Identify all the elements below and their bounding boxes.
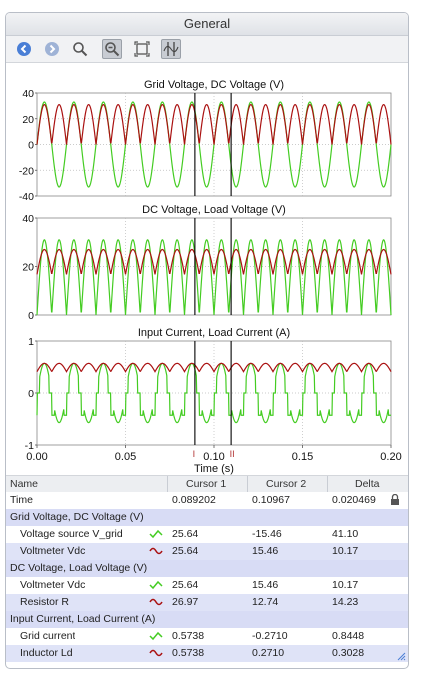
signal-delta: 10.17 <box>332 545 359 557</box>
signal-delta: 10.17 <box>332 579 359 591</box>
time-cursor1: 0.089202 <box>172 494 216 506</box>
back-button[interactable] <box>14 39 34 59</box>
back-icon <box>17 42 31 56</box>
cursor-1-marker: I <box>193 449 196 459</box>
x-axis-label: Time (s) <box>194 463 234 475</box>
col-cursor1: Cursor 1 <box>186 478 227 490</box>
x-tick-label: 0.05 <box>115 451 136 463</box>
forward-button[interactable] <box>42 39 62 59</box>
series-line <box>36 239 392 316</box>
signal-cursor1: 25.64 <box>172 579 199 591</box>
toolbar <box>6 36 408 63</box>
signal-name: Voltmeter Vdc <box>20 579 86 591</box>
signal-cursor2: 15.46 <box>252 545 279 557</box>
signal-green-icon <box>149 580 163 590</box>
col-cursor2: Cursor 2 <box>266 478 307 490</box>
x-tick-label: 0.10 <box>203 451 224 463</box>
lock-icon[interactable] <box>390 494 400 506</box>
y-tick-label: 40 <box>22 213 34 225</box>
signal-delta: 0.3028 <box>332 647 365 659</box>
y-tick-label: 1 <box>28 336 34 348</box>
y-tick-label: 0 <box>28 388 34 400</box>
time-cursor2: 0.10967 <box>252 494 290 506</box>
series-line <box>36 362 392 373</box>
forward-icon <box>45 42 59 56</box>
y-tick-label: 0 <box>28 140 34 152</box>
signal-red-icon <box>149 649 163 657</box>
signal-row[interactable]: Grid current 0.5738 -0.2710 0.8448 <box>6 628 408 645</box>
group-title: DC Voltage, Load Voltage (V) <box>10 562 148 574</box>
signal-row[interactable]: Voltage source V_grid 25.64 -15.46 41.10 <box>6 526 408 543</box>
cursor-icon <box>163 42 179 56</box>
signal-cursor1: 0.5738 <box>172 647 205 659</box>
group-row[interactable]: Input Current, Load Current (A) <box>6 611 408 628</box>
scope-plots[interactable]: Grid Voltage, DC Voltage (V) 40 20 0 -20 -40 D… <box>6 63 408 475</box>
signal-name: Grid current <box>20 630 76 642</box>
signal-name: Inductor Ld <box>20 647 73 659</box>
table-header: Name Cursor 1 Cursor 2 Delta <box>6 475 408 493</box>
signal-cursor1: 25.64 <box>172 528 199 540</box>
series-line <box>36 248 392 275</box>
group-row[interactable]: DC Voltage, Load Voltage (V) <box>6 560 408 577</box>
time-row[interactable]: Time 0.089202 0.10967 0.020469 <box>6 492 408 509</box>
signal-cursor2: 0.2710 <box>252 647 285 659</box>
series-line <box>36 103 392 145</box>
signal-row[interactable]: Voltmeter Vdc 25.64 15.46 10.17 <box>6 543 408 560</box>
signal-delta: 0.8448 <box>332 630 365 642</box>
cursor-button[interactable] <box>161 39 181 59</box>
panel-title: General <box>6 13 408 36</box>
y-tick-label: 20 <box>22 114 34 126</box>
x-tick-label: 0.20 <box>380 451 401 463</box>
signal-green-icon <box>149 529 163 539</box>
zoom-icon <box>73 42 88 57</box>
signal-name: Voltage source V_grid <box>20 528 123 540</box>
fit-icon <box>134 41 150 57</box>
signal-cursor2: -15.46 <box>252 528 282 540</box>
chart-title: Grid Voltage, DC Voltage (V) <box>144 79 284 91</box>
signal-name: Resistor R <box>20 596 70 608</box>
col-name: Name <box>10 478 39 490</box>
signal-cursor1: 26.97 <box>172 596 199 608</box>
x-tick-label: 0.15 <box>292 451 313 463</box>
cursor-2-marker: II <box>230 449 235 459</box>
series-line <box>36 362 391 424</box>
signal-name: Voltmeter Vdc <box>20 545 86 557</box>
signal-row[interactable]: Inductor Ld 0.5738 0.2710 0.3028 <box>6 645 408 662</box>
signal-row[interactable]: Voltmeter Vdc 25.64 15.46 10.17 <box>6 577 408 594</box>
col-delta: Delta <box>355 478 380 490</box>
plot-area[interactable]: Grid Voltage, DC Voltage (V) 40 20 0 -20 -40 D… <box>6 63 408 478</box>
zoom-button[interactable] <box>70 39 90 59</box>
zoom-out-icon <box>105 42 120 57</box>
y-tick-label: 40 <box>22 88 34 100</box>
y-tick-label: 0 <box>28 310 34 322</box>
y-tick-label: -1 <box>25 440 34 452</box>
group-title: Grid Voltage, DC Voltage (V) <box>10 511 144 523</box>
chart-title: DC Voltage, Load Voltage (V) <box>142 204 286 216</box>
time-delta: 0.020469 <box>332 494 376 506</box>
signal-cursor2: 12.74 <box>252 596 279 608</box>
resize-grip-icon[interactable] <box>397 652 406 661</box>
signal-green-icon <box>149 631 163 641</box>
x-tick-label: 0.00 <box>26 451 47 463</box>
signal-delta: 41.10 <box>332 528 359 540</box>
y-tick-label: -40 <box>19 191 34 203</box>
signal-red-icon <box>149 598 163 606</box>
y-tick-label: 20 <box>22 262 34 274</box>
signal-row[interactable]: Resistor R 26.97 12.74 14.23 <box>6 594 408 611</box>
y-tick-label: -20 <box>19 165 34 177</box>
signal-delta: 14.23 <box>332 596 359 608</box>
signal-red-icon <box>149 547 163 555</box>
signal-cursor2: -0.2710 <box>252 630 288 642</box>
group-title: Input Current, Load Current (A) <box>10 613 156 625</box>
signal-cursor1: 0.5738 <box>172 630 205 642</box>
fit-button[interactable] <box>132 39 152 59</box>
scope-panel: General Grid Voltage, DC Voltage (V) 40 20… <box>5 12 409 669</box>
zoom-out-button[interactable] <box>102 39 122 59</box>
signal-cursor1: 25.64 <box>172 545 199 557</box>
time-label: Time <box>10 494 33 506</box>
chart-title: Input Current, Load Current (A) <box>138 327 290 339</box>
signal-cursor2: 15.46 <box>252 579 279 591</box>
group-row[interactable]: Grid Voltage, DC Voltage (V) <box>6 509 408 526</box>
